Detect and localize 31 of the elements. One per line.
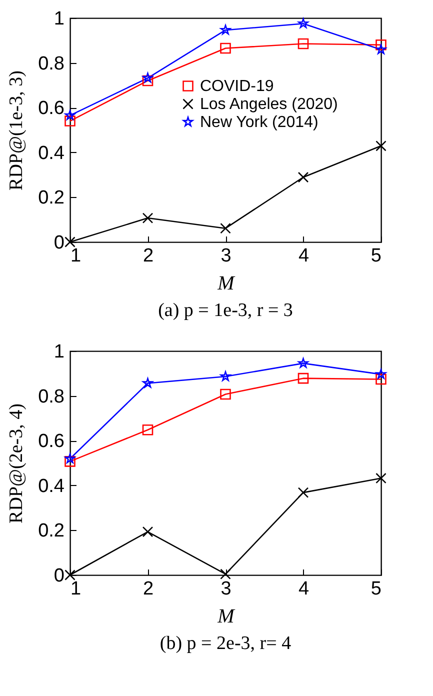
x-tick-label: 3 — [220, 578, 232, 600]
y-tick-label: 1 — [54, 342, 64, 362]
y-tick-label: 0.2 — [38, 520, 64, 542]
x-tick-label: 4 — [298, 578, 310, 600]
text: (b) p = 2e-3, r= 4 — [160, 633, 292, 654]
y-tick-label: 0.2 — [38, 188, 64, 209]
x-tick-label: 2 — [142, 246, 154, 266]
y-tick-label: 1 — [54, 8, 64, 30]
x-tick-label: 5 — [370, 246, 382, 266]
y-tick-label: 0.4 — [38, 476, 65, 497]
y-tick-label: 0 — [54, 566, 64, 586]
x-tick-label: 4 — [298, 246, 310, 266]
text: (a) p = 1e-3, r = 3 — [158, 300, 293, 321]
legend-label: Los Angeles (2020) — [200, 96, 338, 113]
y-tick-label: 0 — [54, 232, 64, 254]
x-axis-title: M — [216, 272, 236, 294]
x-tick-label: 5 — [370, 578, 382, 600]
y-axis-title: RDP@(1e-3, 3) — [6, 70, 28, 190]
y-axis-title: RDP@(2e-3, 4) — [6, 404, 28, 524]
y-tick-label: 0.6 — [38, 98, 64, 120]
x-tick-label: 1 — [70, 246, 82, 266]
y-tick-label: 0.8 — [38, 386, 64, 408]
legend-label: COVID-19 — [200, 78, 274, 95]
x-tick-label: 3 — [220, 246, 232, 266]
x-axis-title: M — [216, 606, 236, 628]
y-tick-label: 0.6 — [38, 431, 64, 452]
x-tick-label: 2 — [142, 578, 154, 600]
y-tick-label: 0.4 — [38, 142, 65, 164]
y-tick-label: 0.8 — [38, 53, 64, 74]
legend-label: New York (2014) — [200, 114, 318, 131]
x-tick-label: 1 — [70, 578, 82, 600]
